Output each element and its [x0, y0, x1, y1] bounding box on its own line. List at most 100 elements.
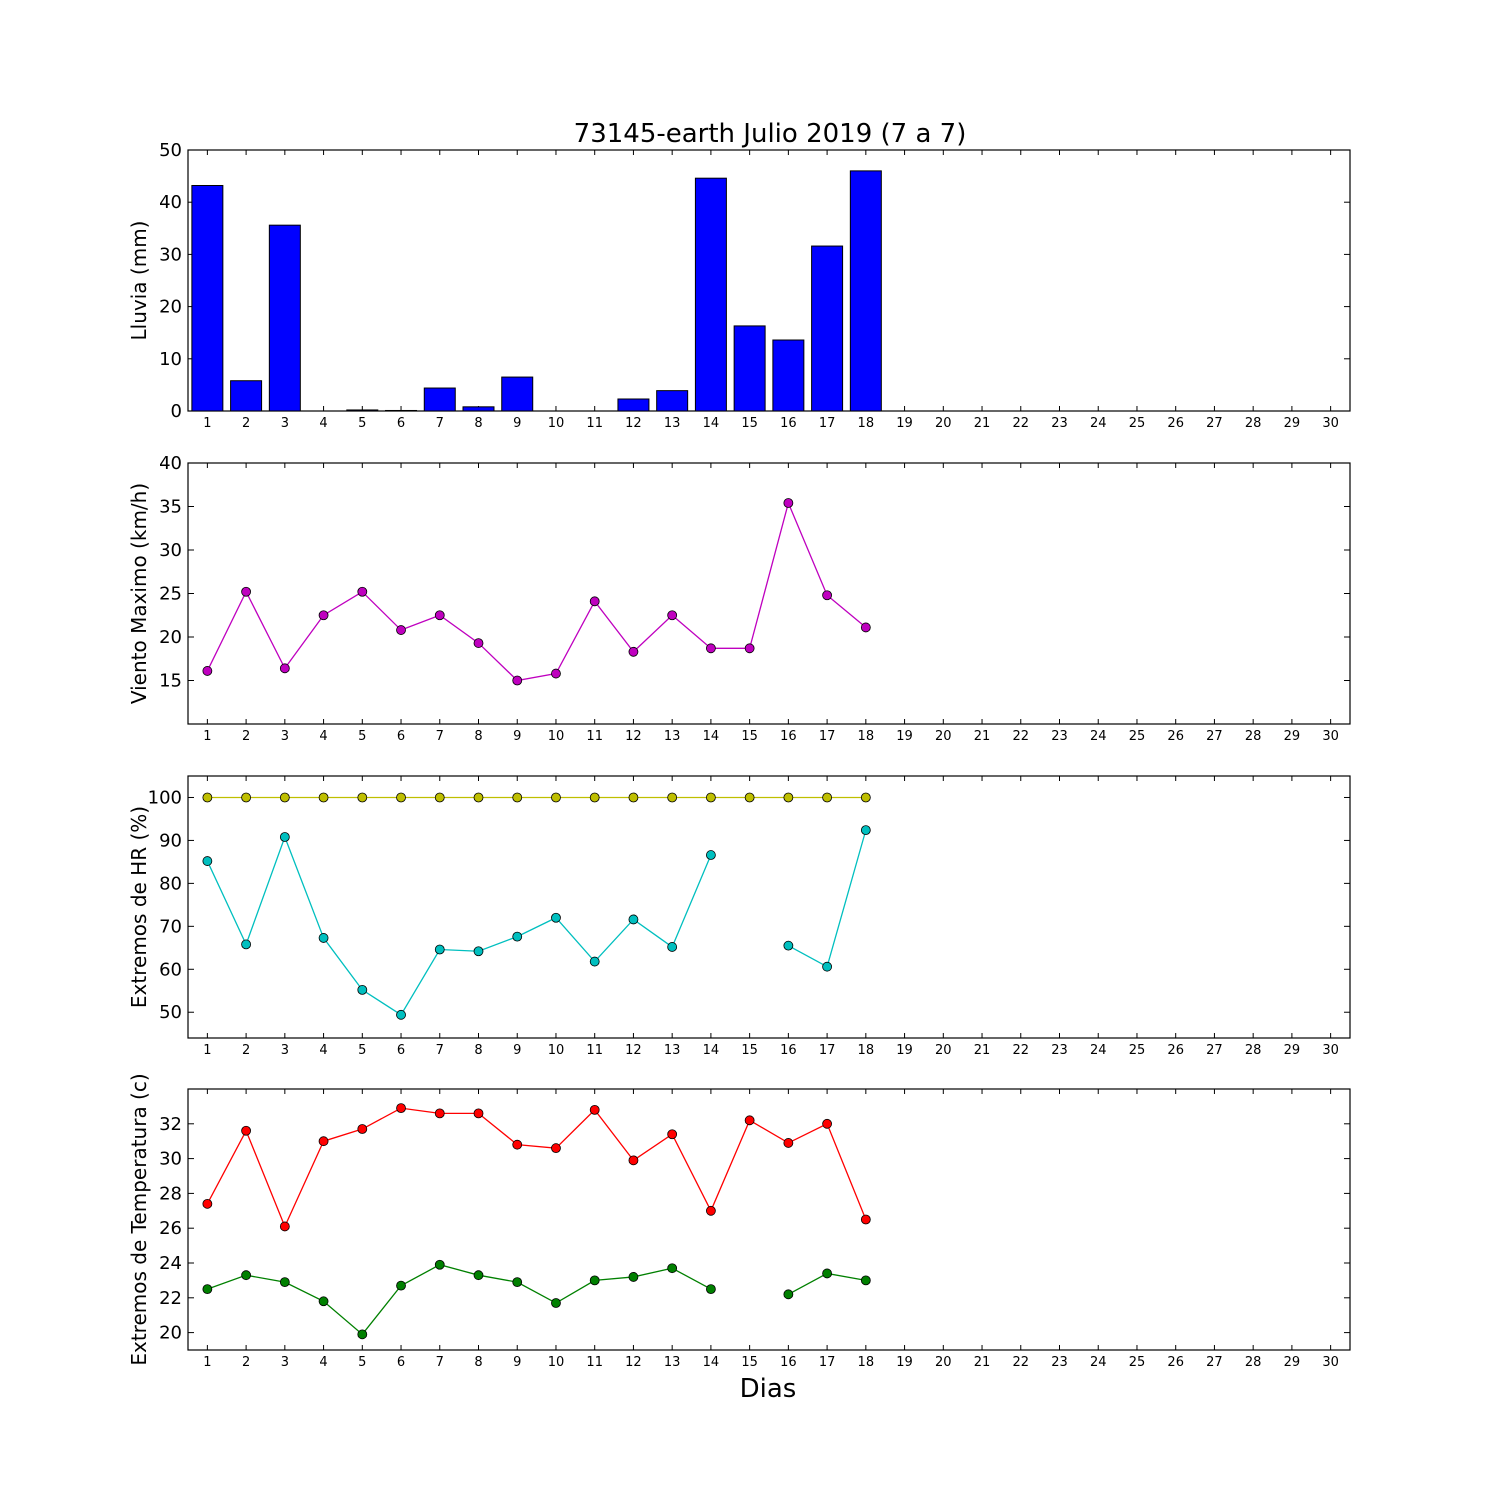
humidity-series-1-point	[667, 942, 678, 952]
humidity-series-0-point	[551, 792, 561, 803]
temperature-xtick-label: 27	[1206, 1355, 1223, 1370]
temperature-series-1-line	[207, 1264, 712, 1336]
humidity-series-0-point	[589, 792, 600, 803]
humidity-xtick-label: 23	[1051, 1043, 1068, 1058]
humidity-series-0-point	[628, 792, 639, 803]
wind-xtick-label: 9	[513, 729, 521, 744]
temperature-ytick-label: 26	[159, 1218, 182, 1239]
temperature-series-0-point	[667, 1129, 678, 1140]
humidity-xtick-label: 7	[436, 1043, 444, 1058]
temperature-series-0-point	[783, 1138, 794, 1148]
humidity-xtick-label: 4	[319, 1043, 327, 1058]
rain-bar	[772, 339, 805, 412]
temperature-xtick-label: 21	[974, 1355, 991, 1370]
rain-xtick-label: 9	[513, 416, 521, 431]
humidity-xtick-label: 11	[586, 1043, 603, 1058]
wind-xtick-label: 25	[1129, 729, 1146, 744]
rain-xtick-label: 28	[1245, 416, 1262, 431]
humidity-series-1-point	[551, 912, 561, 923]
rain-xtick-label: 29	[1284, 416, 1301, 431]
temperature-series-0-point	[628, 1155, 639, 1166]
temperature-xtick-label: 29	[1284, 1355, 1301, 1370]
temperature-xtick-label: 24	[1090, 1355, 1107, 1370]
temperature-xtick-label: 12	[625, 1355, 642, 1370]
humidity-xtick-label: 26	[1167, 1043, 1184, 1058]
temperature-ytick-label: 22	[159, 1288, 182, 1309]
wind-xtick-label: 7	[436, 729, 444, 744]
humidity-ytick-label: 80	[159, 873, 182, 894]
temperature-series-1-point	[241, 1270, 252, 1281]
humidity-xtick-label: 9	[513, 1043, 521, 1058]
temperature-xtick-label: 10	[548, 1355, 565, 1370]
wind-ytick-label: 40	[159, 453, 182, 474]
wind-xtick-label: 14	[703, 729, 720, 744]
temperature-xtick-label: 22	[1012, 1355, 1029, 1370]
rain-xtick-label: 12	[625, 416, 642, 431]
humidity-ytick-label: 100	[148, 787, 182, 808]
humidity-xtick-label: 8	[474, 1043, 482, 1058]
wind-xtick-label: 30	[1322, 729, 1339, 744]
wind-xtick-label: 16	[780, 729, 797, 744]
rain-xtick-label: 4	[319, 416, 327, 431]
rain-xtick-label: 1	[203, 416, 211, 431]
rain-xtick-label: 14	[703, 416, 720, 431]
wind-xtick-label: 6	[397, 729, 405, 744]
rain-xtick-label: 24	[1090, 416, 1107, 431]
rain-xtick-label: 23	[1051, 416, 1068, 431]
panel-temperature: 1 2 3 4 5 6 7 8 9 10 11 12 13 14 15 16 17 18 19 20 21 22 23 24 2…	[127, 1073, 1351, 1370]
humidity-xtick-label: 22	[1012, 1043, 1029, 1058]
humidity-plot-frame	[187, 775, 1351, 1039]
temperature-series-0-point	[744, 1115, 755, 1126]
wind-xtick-label: 3	[281, 729, 289, 744]
wind-xtick-label: 17	[819, 729, 836, 744]
wind-series-0-point	[551, 668, 561, 679]
temperature-series-0-point	[473, 1108, 484, 1119]
temperature-xtick-label: 9	[513, 1355, 521, 1370]
humidity-series-1-line	[206, 835, 712, 1016]
rain-plot-frame	[187, 149, 1351, 412]
humidity-ytick-label: 60	[159, 959, 182, 980]
wind-series-0-point	[434, 610, 445, 621]
rain-xtick-label: 10	[548, 416, 565, 431]
temperature-series-0-point	[318, 1136, 329, 1147]
humidity-series-1-point	[589, 956, 600, 967]
temperature-series-0-point	[512, 1139, 523, 1150]
humidity-series-0-point	[279, 792, 290, 803]
temperature-series-1-point	[434, 1259, 445, 1270]
humidity-series-1-point	[822, 961, 832, 972]
temperature-xtick-label: 1	[203, 1355, 211, 1370]
humidity-series-1-point	[860, 825, 871, 836]
rain-xtick-label: 6	[397, 416, 405, 431]
temperature-xtick-label: 25	[1129, 1355, 1146, 1370]
temperature-series-0-point	[357, 1124, 368, 1134]
humidity-series-1-point	[241, 939, 252, 950]
wind-series-0-point	[512, 675, 523, 686]
wind-series-0-point	[860, 622, 871, 633]
temperature-xtick-label: 7	[436, 1355, 444, 1370]
humidity-xtick-label: 27	[1206, 1043, 1223, 1058]
wind-ytick-label: 35	[159, 497, 182, 518]
temperature-series-1-point	[783, 1289, 794, 1300]
wind-xtick-label: 15	[741, 729, 758, 744]
rain-xtick-label: 22	[1012, 416, 1029, 431]
humidity-series-0-point	[706, 792, 716, 803]
humidity-ytick-label: 50	[159, 1002, 182, 1023]
humidity-series-1-point	[473, 946, 484, 957]
temperature-xtick-label: 17	[819, 1355, 836, 1370]
humidity-xtick-label: 20	[935, 1043, 952, 1058]
humidity-y-axis-label: Extremos de HR (%)	[127, 806, 151, 1008]
wind-ytick-label: 25	[159, 584, 182, 605]
temperature-series-0-point	[202, 1198, 213, 1209]
temperature-ytick-label: 20	[159, 1323, 182, 1344]
rain-ytick-label: 20	[159, 297, 182, 318]
humidity-xtick-label: 2	[242, 1043, 250, 1058]
humidity-series-0-point	[860, 792, 871, 803]
humidity-series-1-point	[628, 914, 639, 925]
rain-bar	[656, 390, 689, 412]
x-axis-label: Dias	[740, 1374, 797, 1404]
temperature-plot-frame	[187, 1088, 1351, 1351]
temperature-xtick-label: 6	[397, 1355, 405, 1370]
wind-xtick-label: 4	[319, 729, 327, 744]
rain-bar	[849, 170, 882, 412]
humidity-xtick-label: 21	[974, 1043, 991, 1058]
